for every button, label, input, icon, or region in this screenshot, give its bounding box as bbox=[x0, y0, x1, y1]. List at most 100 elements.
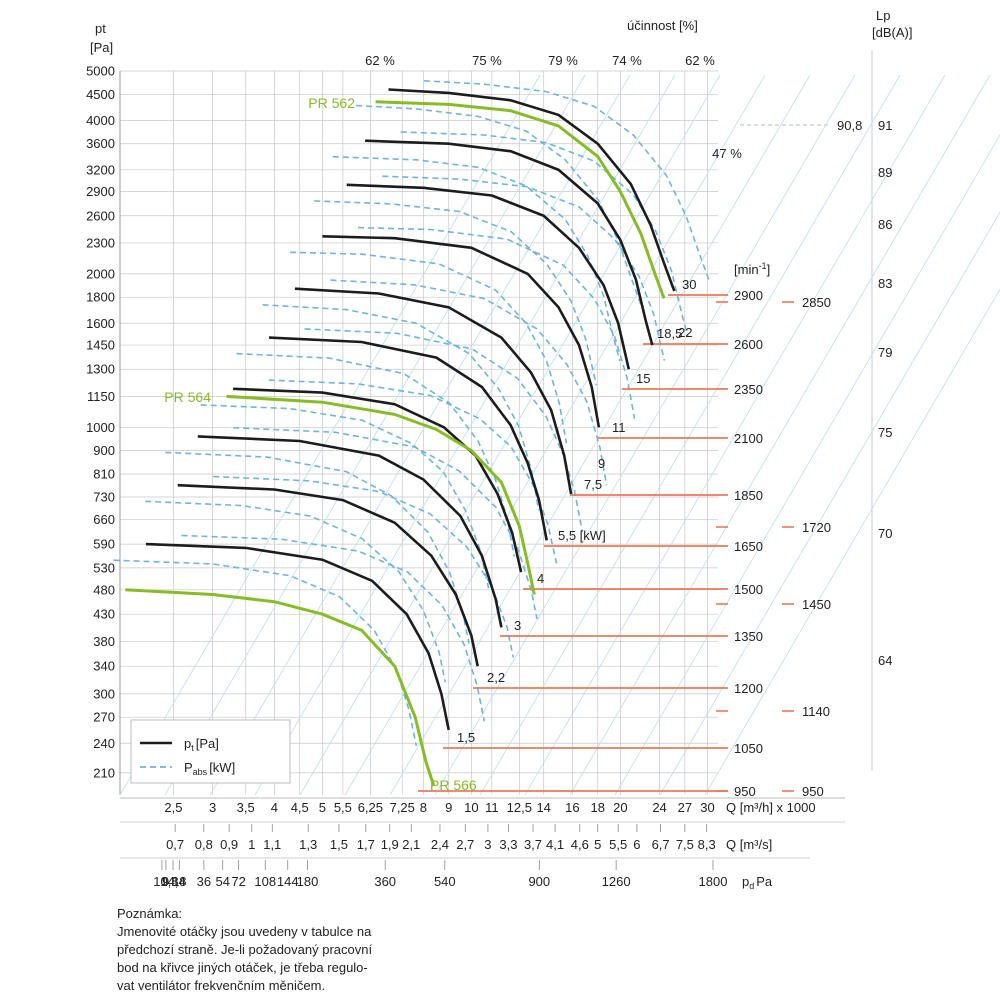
x-tick-label-m3h: 16 bbox=[565, 800, 579, 815]
x-tick-label-pd: 1800 bbox=[699, 874, 728, 889]
speed-label: 2100 bbox=[734, 431, 763, 446]
noise-tick-label: 86 bbox=[878, 217, 892, 232]
x-tick-label-m3h: 6,25 bbox=[358, 800, 383, 815]
x-tick-label-m3h: 5,5 bbox=[334, 800, 352, 815]
y-tick-label: 3200 bbox=[86, 162, 115, 177]
power-curve bbox=[332, 155, 621, 362]
speed-extra-label: 1720 bbox=[802, 520, 831, 535]
footnote-body: Jmenovité otáčky jsou uvedeny v tabulce … bbox=[117, 924, 373, 993]
speed-label: 1200 bbox=[734, 681, 763, 696]
pressure-curve bbox=[233, 387, 523, 573]
y-tick-label: 900 bbox=[93, 443, 115, 458]
y-tick-label: 530 bbox=[93, 560, 115, 575]
x-tick-label-m3s: 1,3 bbox=[299, 837, 317, 852]
pressure-curve bbox=[177, 483, 479, 667]
x-tick-label-m3h: 11 bbox=[485, 800, 499, 815]
power-curve bbox=[268, 379, 558, 564]
grid bbox=[119, 50, 873, 870]
pressure-curve-highlight bbox=[375, 100, 666, 299]
power-curve bbox=[113, 559, 418, 747]
efficiency-diagonal bbox=[434, 74, 856, 796]
pressure-curve-highlight bbox=[226, 394, 536, 595]
x-tick-label-pd: 36 bbox=[197, 874, 211, 889]
y-tick-label: 300 bbox=[93, 686, 115, 701]
power-curve bbox=[382, 175, 666, 361]
x-tick-label-m3s: 1,9 bbox=[381, 837, 399, 852]
y-tick-label: 2600 bbox=[86, 208, 115, 223]
x-axis-unit-m3s: Q [m³/s] bbox=[726, 837, 772, 852]
legend: pt [Pa] Pabs [kW] bbox=[130, 719, 291, 784]
power-curve bbox=[424, 80, 711, 283]
x-tick-label-m3s: 1,1 bbox=[263, 837, 281, 852]
pressure-curve bbox=[145, 542, 450, 731]
x-tick-label-pd: 900 bbox=[528, 874, 550, 889]
power-label: 15 bbox=[636, 371, 650, 386]
x-tick-label-m3h: 4 bbox=[271, 800, 278, 815]
efficiency-diagonal bbox=[479, 74, 901, 796]
y-tick-label: 3600 bbox=[86, 136, 115, 151]
x-tick-label-pd: 180 bbox=[297, 874, 319, 889]
power-curve bbox=[213, 475, 515, 658]
y-tick-label: 810 bbox=[93, 466, 115, 481]
footnote: Poznámka: Jmenovité otáčky jsou uvedeny … bbox=[117, 905, 417, 995]
x-tick-label-m3s: 0,8 bbox=[195, 837, 213, 852]
x-tick-label-m3h: 2,5 bbox=[164, 800, 182, 815]
footnote-title: Poznámka: bbox=[117, 906, 183, 921]
x-tick-label-m3s: 6,7 bbox=[652, 837, 670, 852]
noise-marker-label: 90,8 bbox=[837, 118, 862, 133]
legend-label-pabs: Pabs [kW] bbox=[184, 760, 235, 777]
power-curve bbox=[233, 426, 538, 619]
efficiency-diagonal bbox=[614, 134, 1000, 796]
y-tick-label: 660 bbox=[93, 512, 115, 527]
x-tick-label-m3s: 8,3 bbox=[698, 837, 716, 852]
x-tick-label-m3s: 5 bbox=[594, 837, 601, 852]
y-tick-label: 480 bbox=[93, 582, 115, 597]
x-tick-label-pd: 72 bbox=[231, 874, 245, 889]
efficiency-label: 62 % bbox=[365, 53, 395, 68]
x-tick-label-m3h: 24 bbox=[652, 800, 666, 815]
noise-axis-unit: [dB(A)] bbox=[872, 25, 912, 40]
x-tick-label-pd: 10,8 bbox=[153, 874, 178, 889]
x-tick-label-pd: 360 bbox=[374, 874, 396, 889]
x-tick-label-m3h: 4,5 bbox=[291, 800, 309, 815]
speed-label: 1350 bbox=[734, 629, 763, 644]
y-tick-label: 2900 bbox=[86, 184, 115, 199]
x-tick-label-m3s: 2,4 bbox=[431, 837, 449, 852]
power-label: 2,2 bbox=[487, 670, 505, 685]
power-curve bbox=[330, 279, 608, 486]
power-label: 30 bbox=[682, 277, 696, 292]
power-label: 7,5 bbox=[584, 477, 602, 492]
power-curve bbox=[145, 500, 447, 683]
x-tick-label-pd: 144 bbox=[277, 874, 299, 889]
noise-tick-label: 91 bbox=[878, 118, 892, 133]
power-curve bbox=[400, 131, 689, 337]
pressure-curves bbox=[125, 88, 676, 787]
power-label: 9 bbox=[598, 456, 605, 471]
x-tick-label-pd: 14,4 bbox=[160, 874, 185, 889]
y-tick-label: 1150 bbox=[87, 389, 115, 404]
power-curve bbox=[304, 328, 584, 532]
pressure-curve bbox=[294, 287, 573, 495]
speed-label: 2350 bbox=[734, 382, 763, 397]
x-tick-label-m3h: 3 bbox=[209, 800, 216, 815]
y-tick-label: 2000 bbox=[86, 266, 115, 281]
efficiency-title: účinnost [%] bbox=[627, 18, 698, 33]
speed-label: 1500 bbox=[734, 582, 763, 597]
speed-extra-label: 950 bbox=[802, 784, 824, 799]
y-tick-label: 5000 bbox=[86, 64, 115, 79]
speed-label: 2900 bbox=[734, 288, 763, 303]
power-curve bbox=[314, 200, 598, 386]
power-curve bbox=[181, 534, 486, 722]
x-tick-label-m3h: 8 bbox=[420, 800, 427, 815]
x-tick-label-m3h: 10 bbox=[464, 800, 478, 815]
y-tick-label: 2300 bbox=[86, 235, 115, 250]
x-tick-label-pd: 540 bbox=[434, 874, 456, 889]
efficiency-diagonal bbox=[164, 74, 586, 796]
noise-tick-label: 79 bbox=[878, 345, 892, 360]
x-tick-label-m3s: 0,7 bbox=[166, 837, 184, 852]
y-tick-label: 380 bbox=[93, 634, 115, 649]
y-tick-label: 270 bbox=[93, 710, 115, 725]
x-tick-label-m3h: 5 bbox=[319, 800, 326, 815]
y-tick-label: 430 bbox=[93, 607, 115, 622]
efficiency-label: 75 % bbox=[472, 53, 502, 68]
